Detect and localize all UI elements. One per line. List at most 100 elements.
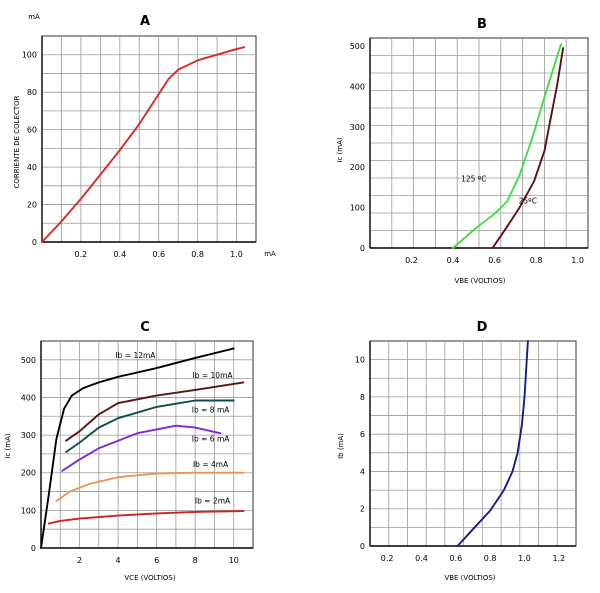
chart-c-y-ticks: 0 100 200 300 400 500: [21, 356, 36, 553]
chart-a-y-tick-label: 0: [32, 238, 37, 247]
chart-c-series-line-0: [40, 347, 235, 549]
chart-a-y-unit: mA: [28, 13, 40, 21]
chart-a-y-tick-label: 80: [27, 88, 37, 97]
chart-c-y-tick-label: 400: [21, 393, 36, 402]
chart-d-y-tick-label: 6: [360, 430, 365, 439]
chart-d-y-tick-label: 0: [360, 542, 365, 551]
chart-b: B VBE (VOLTIOS) Ic (mA) 0.2 0.4 0.6 0.8 1.0 …: [336, 17, 589, 285]
chart-b-x-tick-label: 0.4: [447, 256, 460, 265]
chart-a-plot-frame: [41, 35, 257, 243]
chart-d-x-tick-label: 1.0: [518, 554, 531, 563]
chart-c-annotation: Ib = 6 mA: [192, 434, 230, 443]
chart-d-x-tick-label: 0.2: [381, 554, 394, 563]
chart-d-y-tick-label: 8: [360, 393, 365, 402]
chart-a-y-tick-label: 100: [22, 51, 37, 60]
chart-b-x-tick-label: 0.2: [405, 256, 418, 265]
chart-b-annotation: 25ºC: [519, 197, 537, 206]
chart-a-y-axis-label: CORRIENTE DE COLECTOR: [13, 95, 21, 188]
chart-b-grid: [369, 37, 589, 249]
chart-d-plot-frame: [369, 340, 577, 547]
chart-a-x-ticks: 0.2 0.4 0.6 0.8 1.0: [75, 250, 243, 259]
chart-c-x-ticks: 2 4 6 8 10: [77, 556, 239, 565]
chart-a-x-tick-label: 1.0: [230, 250, 243, 259]
chart-a-y-tick-label: 20: [27, 201, 37, 210]
chart-d-y-tick-label: 2: [360, 505, 365, 514]
chart-a-grid: [41, 35, 257, 243]
chart-c-series: [40, 347, 245, 549]
chart-c-annotation: Ib = 10mA: [193, 371, 234, 380]
chart-b-annotations: 125 ºC 25ºC: [461, 174, 537, 205]
chart-b-y-tick-label: 200: [350, 163, 365, 172]
chart-b-y-tick-label: 0: [360, 244, 365, 253]
chart-d-series-line-0: [456, 340, 529, 547]
chart-c-title: C: [140, 320, 150, 335]
chart-b-y-tick-label: 500: [350, 42, 365, 51]
chart-a-series: [41, 46, 246, 243]
chart-a-series-line-0: [41, 46, 246, 243]
chart-c-series-line-1: [65, 381, 245, 442]
chart-a-y-tick-label: 40: [27, 163, 37, 172]
chart-c-series-line-5: [47, 510, 245, 525]
chart-c-annotation: Ib = 12mA: [115, 351, 156, 360]
chart-a-x-tick-label: 0.6: [152, 250, 165, 259]
chart-d-y-ticks: 0 2 4 6 8 10: [355, 356, 365, 551]
chart-b-title: B: [477, 17, 487, 32]
chart-b-x-axis-label: VBE (VOLTIOS): [454, 277, 505, 285]
chart-c-annotations: Ib = 12mA Ib = 10mA Ib = 8 mA Ib = 6 mA Ib =…: [115, 351, 233, 506]
chart-b-y-tick-label: 300: [350, 123, 365, 132]
chart-d: D VBE (VOLTIOS) Ib (mA) 0.2 0.4 0.6 0.8 1.0 1…: [337, 320, 577, 582]
chart-a: A mA mA CORRIENTE DE COLECTOR 0.2 0.4 0.6 0…: [13, 13, 276, 259]
chart-c-y-axis-label: Ic (mA): [4, 433, 12, 458]
chart-d-grid: [369, 340, 577, 547]
chart-b-series-line-1: [491, 47, 565, 249]
chart-d-x-axis-label: VBE (VOLTIOS): [444, 574, 495, 582]
chart-c-x-tick-label: 8: [193, 556, 198, 565]
chart-c-x-axis-label: VCE (VOLTIOS): [124, 574, 175, 582]
chart-c-x-tick-label: 10: [229, 556, 239, 565]
chart-c-series-line-3: [61, 424, 222, 472]
chart-b-y-tick-label: 100: [350, 204, 365, 213]
chart-b-series-line-0: [452, 43, 562, 249]
chart-b-series: [452, 43, 565, 249]
chart-c-y-tick-label: 500: [21, 356, 36, 365]
chart-a-title: A: [140, 14, 150, 29]
chart-d-y-axis-label: Ib (mA): [337, 433, 345, 459]
chart-b-x-tick-label: 0.6: [488, 256, 501, 265]
chart-a-x-tick-label: 0.8: [191, 250, 204, 259]
chart-c: C VCE (VOLTIOS) Ic (mA) 2 4 6 8 10 0 100 200 30…: [4, 320, 254, 582]
chart-c-x-tick-label: 4: [116, 556, 121, 565]
chart-c-annotation: Ib = 2mA: [195, 497, 231, 506]
chart-d-x-tick-label: 0.6: [449, 554, 462, 563]
chart-d-series: [456, 340, 529, 547]
chart-c-y-tick-label: 100: [21, 506, 36, 515]
chart-c-x-tick-label: 2: [77, 556, 82, 565]
chart-d-y-tick-label: 4: [360, 467, 365, 476]
chart-b-x-tick-label: 1.0: [571, 256, 584, 265]
chart-b-annotation: 125 ºC: [461, 174, 486, 183]
chart-d-title: D: [477, 320, 488, 335]
chart-a-y-tick-label: 60: [27, 126, 37, 135]
chart-b-y-axis-label: Ic (mA): [336, 137, 344, 162]
chart-d-x-tick-label: 1.2: [552, 554, 565, 563]
chart-d-x-tick-label: 0.4: [415, 554, 428, 563]
chart-b-x-ticks: 0.2 0.4 0.6 0.8 1.0: [405, 256, 584, 265]
chart-c-y-tick-label: 300: [21, 431, 36, 440]
chart-b-y-ticks: 0 100 200 300 400 500: [350, 42, 365, 253]
chart-a-x-tick-label: 0.2: [75, 250, 88, 259]
chart-c-y-tick-label: 200: [21, 469, 36, 478]
chart-a-y-ticks: 0 20 40 60 80 100: [22, 51, 37, 247]
chart-c-series-line-4: [55, 471, 245, 502]
chart-c-series-line-2: [65, 399, 235, 453]
chart-a-x-unit: mA: [264, 250, 276, 258]
chart-a-x-tick-label: 0.4: [113, 250, 126, 259]
chart-d-y-tick-label: 10: [355, 356, 365, 365]
chart-b-x-tick-label: 0.8: [530, 256, 543, 265]
chart-c-y-tick-label: 0: [31, 544, 36, 553]
chart-b-y-tick-label: 400: [350, 82, 365, 91]
chart-c-annotation: Ib = 8 mA: [192, 406, 230, 415]
chart-c-annotation: Ib = 4mA: [193, 460, 229, 469]
chart-d-x-tick-label: 0.8: [484, 554, 497, 563]
chart-d-x-ticks: 0.2 0.4 0.6 0.8 1.0 1.2: [381, 554, 565, 563]
chart-c-x-tick-label: 6: [154, 556, 159, 565]
